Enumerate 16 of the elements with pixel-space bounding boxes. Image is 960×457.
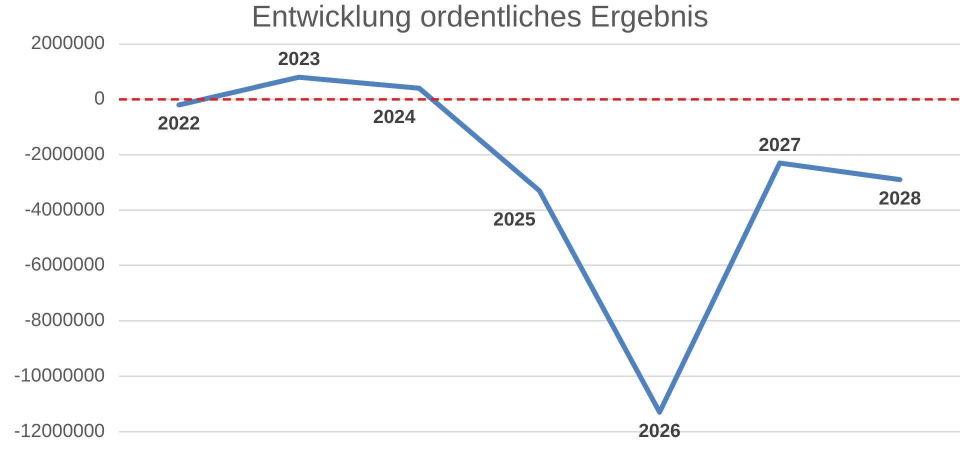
y-tick-label: -4000000 — [24, 199, 105, 220]
y-tick-label: -10000000 — [14, 365, 105, 386]
x-tick-label: 2023 — [278, 48, 320, 70]
y-tick-label: -6000000 — [24, 254, 105, 276]
y-tick-label: -2000000 — [24, 144, 105, 165]
x-tick-label: 2028 — [878, 188, 922, 210]
y-tick-label: -8000000 — [24, 310, 105, 332]
x-tick-label: 2022 — [158, 114, 200, 135]
y-tick-label: 0 — [94, 88, 105, 110]
y-tick-label: 2000000 — [30, 33, 105, 54]
x-tick-label: 2025 — [493, 209, 536, 230]
x-tick-label: 2024 — [373, 107, 416, 128]
x-tick-label: 2027 — [758, 134, 801, 156]
chart-title: Entwicklung ordentliches Ergebnis — [252, 0, 708, 34]
y-tick-label: -12000000 — [14, 420, 105, 442]
x-tick-label: 2026 — [638, 420, 681, 442]
